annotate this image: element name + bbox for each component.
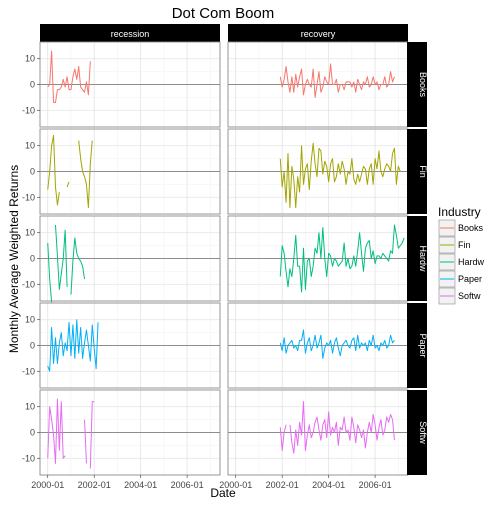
y-tick-label: -10 bbox=[22, 453, 35, 463]
facet-strip-Books bbox=[407, 42, 427, 127]
series-line-Fin-recession bbox=[47, 134, 93, 209]
y-tick-label: -10 bbox=[22, 279, 35, 289]
series-line-Softw-recovery bbox=[279, 401, 395, 454]
facet-grid: recession recovery Books -10 0 10 Fin -10 0 10 Har… bbox=[22, 24, 428, 490]
facet-strip-Paper bbox=[407, 303, 427, 388]
y-tick-label: 0 bbox=[30, 341, 35, 351]
x-tick-label: 2000-01 bbox=[31, 480, 64, 490]
y-tick-label: -10 bbox=[22, 366, 35, 376]
panel-Paper-recovery bbox=[227, 302, 409, 389]
x-axis-title: Date bbox=[210, 486, 236, 500]
legend-label-Paper: Paper bbox=[458, 274, 482, 284]
facet-strip-label-Books: Books bbox=[418, 72, 428, 98]
series-line-Fin-recovery bbox=[279, 142, 401, 209]
panel-Books-recession bbox=[39, 41, 221, 128]
series-line-Paper-recovery bbox=[279, 329, 395, 359]
facet-strip-label-Fin: Fin bbox=[418, 165, 428, 178]
facet-header-label-recovery: recovery bbox=[301, 29, 336, 39]
y-tick-label: -10 bbox=[22, 192, 35, 202]
x-tick-label: 2004-01 bbox=[312, 480, 345, 490]
x-tick-label: 2002-01 bbox=[266, 480, 299, 490]
legend-label-Books: Books bbox=[458, 223, 484, 233]
series-line-Books-recession bbox=[47, 50, 91, 104]
facet-strip-label-Softw: Softw bbox=[418, 421, 428, 444]
facet-strip-Fin bbox=[407, 129, 427, 214]
y-tick-label: 0 bbox=[30, 428, 35, 438]
panel-Hardw-recession bbox=[39, 215, 221, 303]
y-tick-label: 10 bbox=[25, 315, 35, 325]
facet-strip-Softw bbox=[407, 390, 427, 475]
x-tick-label: 2006-01 bbox=[359, 480, 392, 490]
y-tick-label: -10 bbox=[22, 105, 35, 115]
facet-header-recovery bbox=[228, 24, 408, 42]
legend: Industry Books Fin Hardw Paper Softw bbox=[438, 205, 485, 305]
y-tick-label: 10 bbox=[25, 228, 35, 238]
legend-label-Fin: Fin bbox=[458, 240, 471, 250]
legend-label-Hardw: Hardw bbox=[458, 257, 485, 267]
series-line-Hardw-recession bbox=[47, 224, 86, 303]
panel-Fin-recovery bbox=[227, 128, 409, 215]
y-axis-title: Monthly Average Weighted Returns bbox=[7, 165, 21, 353]
panel-Hardw-recovery bbox=[227, 215, 409, 302]
panel-Softw-recovery bbox=[227, 389, 409, 476]
facet-header-recession bbox=[40, 24, 220, 42]
facet-strip-label-Hardw: Hardw bbox=[418, 245, 428, 272]
facet-header-label-recession: recession bbox=[111, 29, 150, 39]
series-line-Softw-recession bbox=[47, 398, 95, 469]
series-line-Paper-recession bbox=[47, 319, 99, 372]
x-tick-label: 2004-01 bbox=[124, 480, 157, 490]
panel-Paper-recession bbox=[39, 302, 221, 389]
legend-title: Industry bbox=[438, 205, 481, 219]
x-tick-label: 2006-01 bbox=[171, 480, 204, 490]
x-tick-label: 2000-01 bbox=[219, 480, 252, 490]
y-tick-label: 10 bbox=[25, 141, 35, 151]
facet-strip-Hardw bbox=[407, 216, 427, 301]
series-line-Hardw-recovery bbox=[279, 224, 405, 293]
legend-label-Softw: Softw bbox=[458, 291, 481, 301]
y-tick-label: 10 bbox=[25, 54, 35, 64]
panel-Softw-recession bbox=[39, 389, 221, 476]
panel-Books-recovery bbox=[227, 41, 409, 128]
chart-title: Dot Com Boom bbox=[172, 5, 275, 22]
y-tick-label: 0 bbox=[30, 167, 35, 177]
y-tick-label: 0 bbox=[30, 254, 35, 264]
x-tick-label: 2002-01 bbox=[78, 480, 111, 490]
y-tick-label: 10 bbox=[25, 402, 35, 412]
panel-Fin-recession bbox=[39, 128, 221, 215]
y-tick-label: 0 bbox=[30, 80, 35, 90]
series-line-Books-recovery bbox=[279, 63, 395, 98]
facet-strip-label-Paper: Paper bbox=[418, 333, 428, 357]
